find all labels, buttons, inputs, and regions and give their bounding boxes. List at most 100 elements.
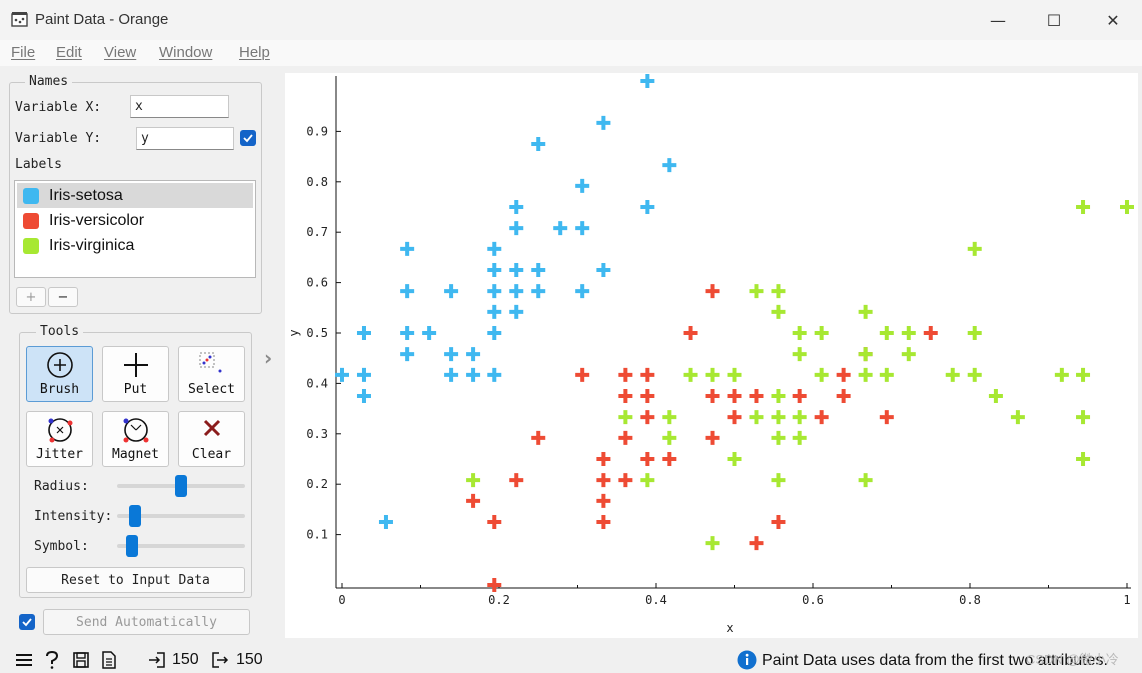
data-point [749, 284, 764, 299]
save-icon[interactable] [72, 651, 90, 669]
data-point [1076, 367, 1091, 382]
data-point [618, 430, 633, 445]
label-name: Iris-versicolor [49, 211, 145, 229]
x-axis-label: x [726, 621, 733, 635]
data-point [444, 367, 459, 382]
send-automatically-checkbox[interactable] [19, 614, 35, 630]
menu-help[interactable]: Help [239, 44, 270, 61]
plus-marker [705, 367, 720, 382]
list-item-iris-virginica[interactable]: Iris-virginica [17, 233, 253, 258]
checkmark-icon [22, 618, 32, 627]
data-point [771, 284, 786, 299]
put-button[interactable]: Put [102, 346, 169, 402]
data-point [858, 347, 873, 362]
plus-marker [400, 241, 415, 256]
menu-view[interactable]: View [104, 44, 137, 61]
data-point [356, 389, 371, 403]
plus-marker [988, 389, 1003, 403]
brush-icon [47, 352, 73, 378]
tools-group: Tools [19, 324, 252, 598]
remove-label-button[interactable]: − [48, 287, 78, 307]
plus-marker [531, 430, 546, 445]
plus-marker [879, 367, 894, 382]
maximize-button[interactable]: ☐ [1046, 10, 1062, 30]
data-point [967, 326, 982, 340]
brush-button[interactable]: Brush [26, 346, 93, 402]
plus-marker [618, 389, 633, 403]
variable-y-checkbox[interactable] [240, 130, 256, 146]
plus-marker [466, 347, 481, 362]
variable-x-input[interactable]: x [130, 95, 229, 118]
data-point [1076, 410, 1091, 425]
help-icon[interactable] [45, 651, 59, 669]
data-point [749, 389, 764, 403]
collapse-panel-icon[interactable]: › [264, 346, 273, 370]
plus-marker [879, 326, 894, 340]
data-point [792, 389, 807, 403]
intensity-slider-handle[interactable] [128, 505, 141, 527]
select-button[interactable]: Select [178, 346, 245, 402]
variable-y-input[interactable]: y [136, 127, 234, 150]
data-point [640, 452, 655, 466]
names-group-title: Names [25, 74, 73, 89]
data-point [531, 137, 546, 151]
menu-file[interactable]: File [11, 44, 36, 61]
magnet-button[interactable]: Magnet [102, 411, 169, 467]
list-item-iris-setosa[interactable]: Iris-setosa [17, 183, 253, 208]
list-item-iris-versicolor[interactable]: Iris-versicolor [17, 208, 253, 233]
plus-marker [858, 473, 873, 488]
clear-button[interactable]: Clear [178, 411, 245, 467]
radius-slider-handle[interactable] [175, 475, 187, 497]
data-point [487, 304, 502, 319]
labels-list[interactable]: Iris-setosa Iris-versicolor Iris-virgini… [14, 180, 256, 278]
plus-marker [792, 389, 807, 403]
plus-marker [771, 304, 786, 319]
minimize-button[interactable]: — [990, 10, 1006, 30]
report-icon[interactable] [101, 651, 117, 669]
data-point [967, 367, 982, 382]
jitter-button[interactable]: Jitter [26, 411, 93, 467]
data-point [858, 304, 873, 319]
data-point [771, 304, 786, 319]
menu-window[interactable]: Window [159, 44, 213, 61]
plus-marker [618, 410, 633, 425]
plus-marker [814, 367, 829, 382]
close-button[interactable]: ✕ [1106, 10, 1120, 30]
intensity-slider[interactable] [117, 514, 245, 518]
data-point [335, 367, 349, 382]
brush-label: Brush [39, 382, 80, 397]
plus-marker [400, 347, 415, 362]
plus-marker [640, 389, 655, 403]
data-point [792, 347, 807, 362]
output-count: 150 [236, 651, 263, 668]
clear-icon [203, 419, 221, 437]
menu-edit[interactable]: Edit [56, 44, 82, 61]
plus-marker [1054, 367, 1069, 382]
hamburger-menu-icon[interactable] [15, 652, 33, 668]
plus-marker [879, 410, 894, 425]
plus-marker [640, 74, 655, 88]
plus-marker [858, 347, 873, 362]
plot-area[interactable]: 0 0.2 0.4 0.6 0.8 1 0.1 0.2 0.3 0.4 0.5 0.6 0.7 0.8 0.… [285, 73, 1138, 638]
menu-bar: File Edit View Window Help [0, 40, 1142, 66]
data-point [596, 452, 611, 466]
add-label-button[interactable]: + [16, 287, 46, 307]
data-point [749, 410, 764, 425]
plus-marker [771, 410, 786, 425]
plus-marker [749, 410, 764, 425]
symbol-slider[interactable] [117, 544, 245, 548]
plus-marker [967, 367, 982, 382]
plus-marker [356, 367, 371, 382]
info-icon [737, 650, 757, 670]
send-automatically-button[interactable]: Send Automatically [43, 609, 250, 635]
scatter-plot[interactable]: 0 0.2 0.4 0.6 0.8 1 0.1 0.2 0.3 0.4 0.5 0.6 0.7 0.8 0.… [285, 73, 1138, 638]
reset-to-input-data-button[interactable]: Reset to Input Data [26, 567, 245, 593]
data-point [575, 178, 590, 193]
x-tick-label: 0.4 [645, 593, 667, 607]
symbol-slider-handle[interactable] [126, 535, 139, 557]
tools-group-title: Tools [36, 324, 84, 339]
x-tick-label: 0 [338, 593, 345, 607]
plus-marker [901, 326, 916, 340]
variable-y-label: Variable Y: [15, 131, 102, 146]
data-point [509, 263, 524, 277]
